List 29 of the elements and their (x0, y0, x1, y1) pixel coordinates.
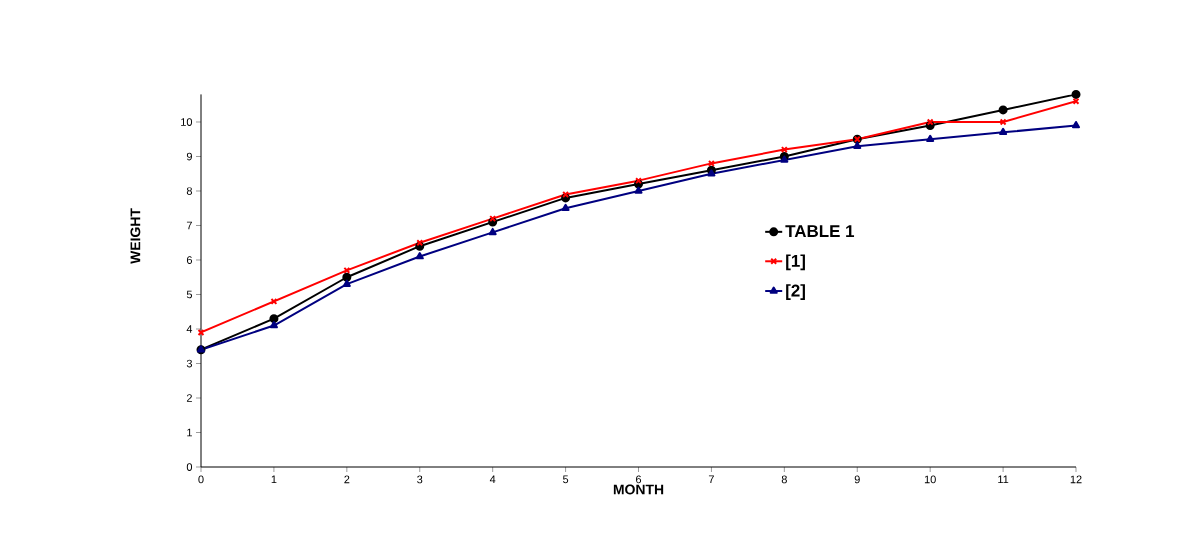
x-tick-label: 7 (708, 475, 714, 484)
y-tick-label: 7 (186, 221, 192, 230)
x-tick-label: 12 (1070, 475, 1082, 484)
y-tick-label: 6 (186, 256, 192, 264)
x-tick-label: 1 (271, 475, 277, 484)
x-tick-label: 3 (417, 475, 423, 484)
y-axis-title: WEIGHT (130, 208, 141, 264)
legend-label: TABLE 1 (785, 225, 855, 237)
x-tick-label: 0 (198, 475, 204, 484)
x-tick-label: 9 (854, 475, 860, 484)
y-tick-label: 2 (186, 394, 192, 402)
legend-label: [1] (786, 254, 805, 271)
x-tick-label: 10 (924, 475, 936, 484)
x-tick-label: 6 (636, 475, 642, 484)
y-tick-label: 3 (186, 359, 192, 368)
y-tick-label: 4 (186, 325, 193, 333)
y-tick-label: 8 (186, 187, 192, 195)
y-tick-label: 5 (186, 290, 193, 299)
y-tick-label: 0 (186, 463, 193, 471)
x-tick-label: 8 (781, 475, 787, 484)
x-tick-label: 2 (344, 475, 350, 484)
y-tick-label: 10 (181, 118, 193, 126)
x-tick-label: 4 (489, 475, 496, 484)
x-tick-label: 5 (562, 475, 569, 484)
y-tick-label: 1 (187, 428, 192, 437)
x-axis-title: MONTH (613, 484, 664, 495)
y-tick-label: 9 (186, 152, 192, 161)
legend-label: [2] (786, 284, 805, 300)
x-tick-label: 11 (998, 475, 1009, 484)
